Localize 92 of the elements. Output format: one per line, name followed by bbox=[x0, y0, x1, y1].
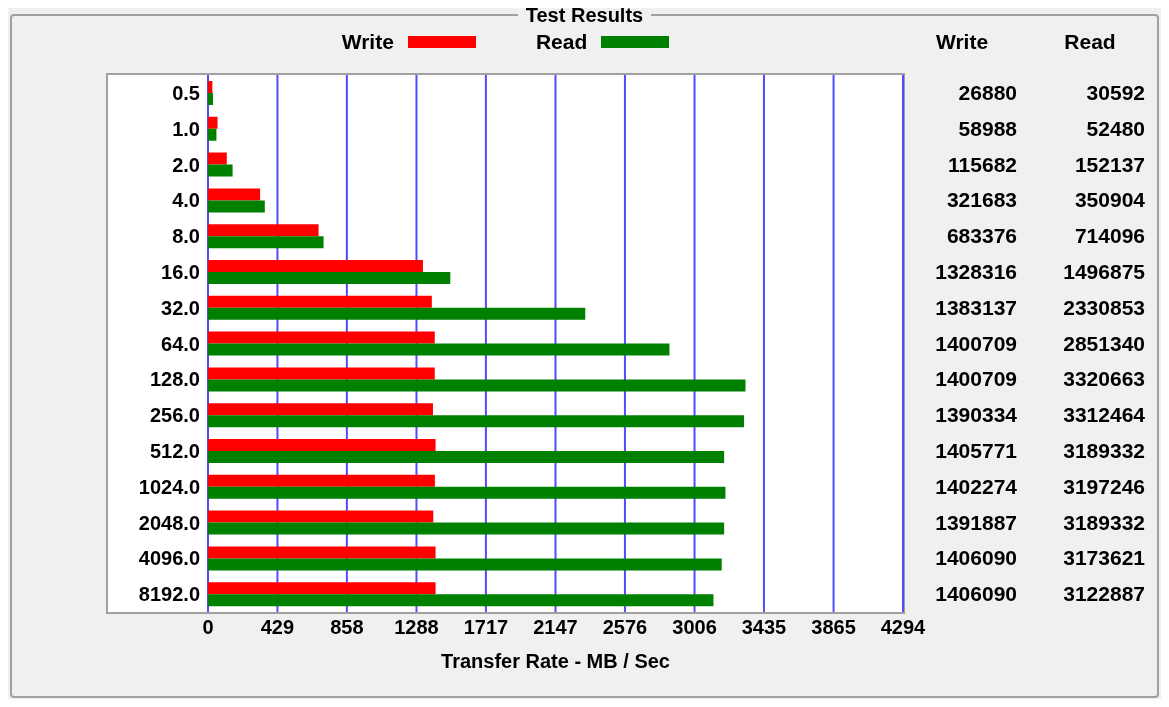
bar bbox=[208, 582, 436, 595]
text: 2330853 bbox=[1063, 295, 1145, 319]
bar bbox=[208, 188, 261, 201]
text: 30592 bbox=[1086, 80, 1145, 104]
text: 26880 bbox=[958, 80, 1017, 104]
text: 3197246 bbox=[1063, 474, 1145, 498]
y-tick-label: 8.0 bbox=[172, 225, 200, 248]
text: 1383137 bbox=[935, 295, 1017, 319]
text: 1402274 bbox=[935, 474, 1017, 498]
bar bbox=[208, 510, 434, 523]
y-tick-label: 1.0 bbox=[172, 117, 200, 140]
text: 1406090 bbox=[935, 546, 1017, 570]
x-tick-label: 2147 bbox=[533, 616, 578, 639]
bar bbox=[208, 594, 714, 607]
y-tick-label: 2048.0 bbox=[138, 511, 200, 534]
text: 1400709 bbox=[935, 367, 1017, 391]
category-label: Read bbox=[1063, 30, 1117, 54]
y-tick-label: 0.5 bbox=[172, 82, 200, 104]
x-tick-label: 0 bbox=[202, 616, 214, 639]
text: 683376 bbox=[946, 224, 1017, 248]
text: 350904 bbox=[1074, 188, 1145, 212]
bar bbox=[208, 200, 265, 213]
bar bbox=[208, 164, 233, 177]
text: 1390334 bbox=[935, 403, 1017, 427]
text: 3189332 bbox=[1063, 438, 1145, 462]
y-tick-label: 64.0 bbox=[161, 332, 200, 355]
x-tick-label: 2576 bbox=[602, 616, 648, 639]
text: 1496875 bbox=[1063, 259, 1145, 283]
bar bbox=[208, 152, 227, 165]
bar bbox=[208, 343, 670, 356]
y-tick-label: 2.0 bbox=[172, 153, 200, 176]
text: 321683 bbox=[946, 188, 1017, 212]
bar bbox=[208, 93, 214, 105]
y-tick-label: 16.0 bbox=[161, 261, 200, 283]
chart-title: Test Results bbox=[524, 7, 645, 26]
y-tick-label: 256.0 bbox=[149, 404, 200, 427]
y-tick-label: 512.0 bbox=[149, 440, 200, 462]
text: 3122887 bbox=[1063, 582, 1145, 606]
text: 1405771 bbox=[935, 438, 1017, 462]
bar bbox=[208, 260, 423, 272]
x-tick-label: 3006 bbox=[672, 616, 717, 639]
text: 1406090 bbox=[935, 582, 1017, 606]
x-tick-label: 3435 bbox=[741, 616, 787, 639]
text: 2851340 bbox=[1063, 331, 1145, 355]
text: 3312464 bbox=[1063, 403, 1145, 427]
legend-label: Write bbox=[341, 30, 394, 54]
y-tick-label: 1024.0 bbox=[138, 475, 200, 498]
bar bbox=[208, 224, 319, 237]
bar bbox=[208, 415, 745, 428]
bar bbox=[208, 116, 218, 129]
bar bbox=[208, 558, 722, 571]
bar bbox=[208, 128, 217, 141]
bar bbox=[208, 236, 324, 249]
x-tick-label: 4294 bbox=[880, 616, 927, 639]
bar bbox=[208, 486, 726, 499]
bar bbox=[208, 451, 725, 463]
x-axis-title: Transfer Rate - MB / Sec bbox=[441, 650, 670, 672]
text: 1400709 bbox=[935, 331, 1017, 355]
bar bbox=[208, 295, 432, 308]
bar bbox=[208, 546, 436, 559]
y-tick-label: 128.0 bbox=[149, 368, 200, 391]
text: 3320663 bbox=[1063, 367, 1145, 391]
bar bbox=[208, 522, 725, 535]
text: 52480 bbox=[1086, 116, 1145, 140]
text: 115682 bbox=[948, 152, 1017, 176]
bar bbox=[208, 403, 433, 416]
text: 1328316 bbox=[935, 259, 1017, 283]
x-tick-label: 1717 bbox=[463, 616, 509, 639]
text: 3173621 bbox=[1063, 546, 1145, 570]
x-tick-label: 429 bbox=[260, 616, 295, 639]
bar bbox=[208, 331, 435, 344]
text: 714096 bbox=[1074, 224, 1145, 248]
y-tick-label: 4.0 bbox=[172, 189, 200, 212]
x-tick-label: 3865 bbox=[811, 616, 856, 639]
category-label: Write bbox=[934, 30, 990, 54]
bar bbox=[208, 439, 436, 451]
x-tick-label: 858 bbox=[330, 616, 364, 639]
text: 152137 bbox=[1074, 152, 1145, 176]
text: 1391887 bbox=[935, 510, 1017, 534]
y-tick-label: 32.0 bbox=[161, 296, 200, 319]
bar bbox=[208, 307, 586, 320]
x-tick-label: 1288 bbox=[394, 616, 439, 639]
legend-label: Read bbox=[535, 30, 588, 54]
text: 3189332 bbox=[1063, 510, 1145, 534]
bar bbox=[208, 81, 213, 93]
y-tick-label: 8192.0 bbox=[138, 583, 200, 606]
bar bbox=[208, 272, 451, 284]
bar bbox=[208, 379, 746, 392]
bar bbox=[208, 474, 435, 487]
text: 58988 bbox=[958, 116, 1017, 140]
y-tick-label: 4096.0 bbox=[138, 547, 200, 570]
bar bbox=[208, 367, 435, 380]
